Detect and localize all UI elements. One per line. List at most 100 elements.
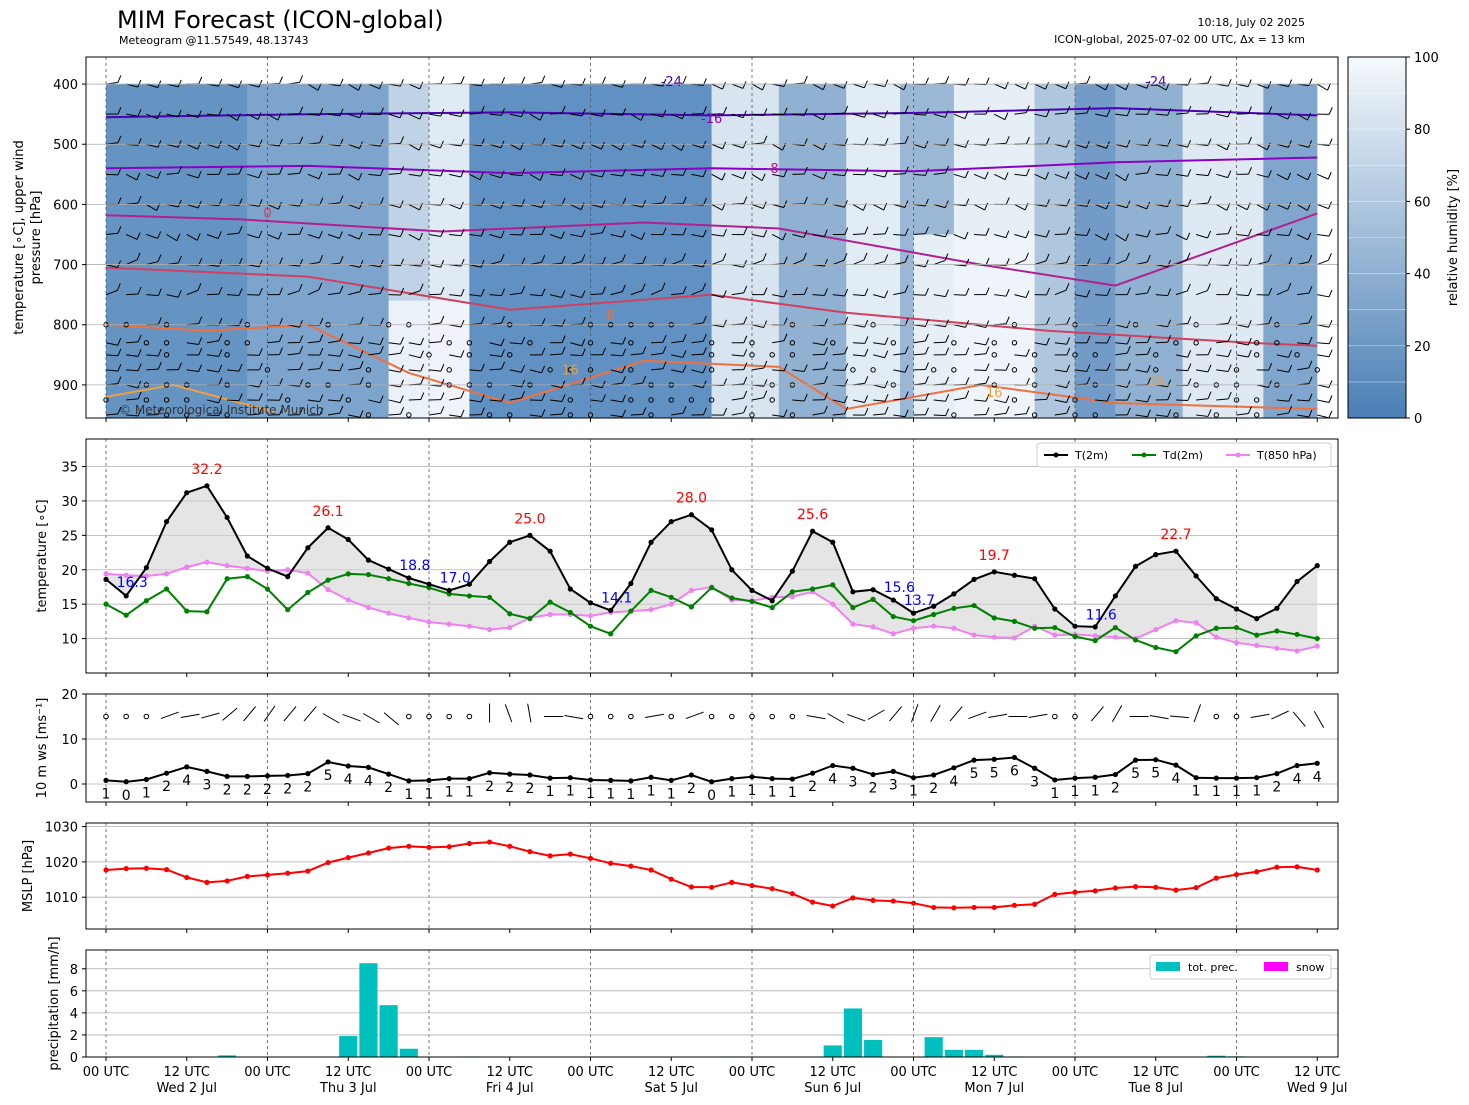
wind-barb-feather bbox=[480, 78, 485, 86]
wind-speed-point bbox=[305, 771, 311, 777]
wind-barb bbox=[933, 260, 946, 266]
t850-point bbox=[830, 601, 836, 607]
wind-barb-feather bbox=[884, 337, 889, 345]
wind-barb bbox=[650, 173, 663, 177]
wind-barb-feather bbox=[177, 79, 182, 88]
wind-barb bbox=[893, 414, 906, 418]
wind-barb-feather bbox=[642, 346, 647, 354]
wind-barb bbox=[933, 203, 946, 209]
wind-barb-feather bbox=[117, 338, 122, 346]
wind-barb-feather bbox=[238, 393, 243, 401]
wind-barb-feather bbox=[1308, 409, 1313, 418]
t2m-point bbox=[305, 545, 311, 551]
wind-barb bbox=[973, 324, 986, 329]
wind-barb bbox=[186, 143, 198, 150]
calm-wind-marker bbox=[567, 397, 574, 403]
wind-barb bbox=[974, 369, 987, 372]
wind-barb bbox=[731, 264, 744, 268]
wind-barb bbox=[267, 113, 279, 121]
wind-speed-label: 5 bbox=[324, 768, 333, 784]
wind-barb bbox=[388, 172, 401, 175]
wind-barb-feather bbox=[117, 167, 122, 176]
wind-barb-feather bbox=[1005, 316, 1010, 324]
ytick-label: 20 bbox=[61, 688, 78, 703]
wind-barb-feather bbox=[925, 226, 929, 234]
wind-barb-feather bbox=[419, 350, 424, 358]
wind-barb-feather bbox=[1267, 254, 1272, 262]
wind-barb bbox=[832, 83, 845, 89]
t850-point bbox=[789, 594, 795, 600]
wind-barb bbox=[1236, 324, 1249, 328]
wind-barb-feather bbox=[864, 288, 869, 296]
td2m-point bbox=[345, 571, 351, 577]
mslp-point bbox=[466, 840, 472, 847]
wind-barb bbox=[893, 83, 905, 91]
wind-barb-feather bbox=[298, 320, 303, 328]
wind-barb-feather bbox=[1308, 315, 1313, 324]
wind-barb-feather bbox=[682, 168, 687, 176]
wind-barb bbox=[832, 112, 845, 115]
wind-barb bbox=[283, 706, 297, 722]
calm-wind-marker bbox=[244, 340, 251, 346]
panel-frame-bg bbox=[86, 823, 1338, 929]
wind-barb-feather bbox=[601, 225, 606, 234]
wind-barb-feather bbox=[1025, 377, 1030, 386]
wind-barb bbox=[1256, 83, 1269, 89]
wind-barb-feather bbox=[621, 365, 626, 373]
precipitation-ylabel: precipitation [mm/h] bbox=[47, 936, 62, 1070]
wind-speed-label: 1 bbox=[586, 786, 595, 802]
wind-barb bbox=[832, 203, 845, 208]
wind-barb-feather bbox=[359, 284, 364, 292]
wind-barb-feather bbox=[1328, 410, 1333, 418]
wind-barb-feather bbox=[642, 76, 647, 85]
wind-barb-feather bbox=[419, 283, 424, 291]
wind-barb-feather bbox=[178, 165, 182, 174]
t2m-point bbox=[507, 539, 513, 545]
mslp-point bbox=[1193, 885, 1199, 891]
wind-barb-feather bbox=[1288, 394, 1293, 402]
wind-barb bbox=[126, 354, 139, 357]
legend-frame bbox=[1036, 442, 1332, 468]
wind-barb bbox=[1074, 294, 1087, 298]
wind-barb-feather bbox=[884, 226, 889, 235]
wind-barb-feather bbox=[723, 228, 727, 237]
td2m-point bbox=[1153, 644, 1159, 651]
t850-point bbox=[668, 601, 674, 607]
t850-point bbox=[224, 563, 230, 569]
wind-barb bbox=[1014, 83, 1026, 90]
wind-speed-label: 1 bbox=[647, 783, 656, 799]
wind-barb-feather bbox=[1025, 406, 1030, 414]
xtick-label: 12 UTC bbox=[1294, 1065, 1340, 1080]
wind-barb-feather bbox=[339, 108, 344, 117]
wind-barb-feather bbox=[500, 201, 505, 209]
t850-point bbox=[951, 625, 957, 631]
wind-barb bbox=[564, 714, 584, 720]
wind-speed-label: 2 bbox=[283, 781, 292, 797]
calm-wind-marker bbox=[143, 340, 150, 346]
wind-barb bbox=[105, 232, 118, 235]
wind-barb bbox=[186, 173, 199, 179]
td2m-point bbox=[890, 613, 896, 620]
wind-barb bbox=[1256, 143, 1268, 151]
wind-barb bbox=[1195, 290, 1208, 296]
wind-barb-feather bbox=[521, 257, 526, 265]
calm-wind-marker bbox=[1233, 367, 1240, 373]
wind-barb-feather bbox=[1147, 165, 1151, 174]
wind-barb-feather bbox=[339, 195, 344, 203]
wind-barb bbox=[610, 173, 623, 177]
wind-barb bbox=[428, 113, 441, 117]
wind-barb-feather bbox=[1045, 172, 1049, 180]
precip-bar bbox=[985, 1054, 1004, 1057]
wind-barb-feather bbox=[985, 407, 990, 415]
t2m-point bbox=[224, 514, 230, 521]
wind-barb-feather bbox=[1065, 81, 1070, 89]
wind-barb bbox=[852, 354, 865, 357]
wind-barb-feather bbox=[1308, 336, 1313, 345]
wind-barb bbox=[307, 83, 319, 91]
wind-barb-feather bbox=[157, 111, 161, 119]
precip-bar bbox=[924, 1037, 943, 1057]
wind-barb-feather bbox=[783, 363, 788, 372]
wind-barb bbox=[408, 143, 420, 151]
wind-barb bbox=[227, 232, 240, 235]
wind-barb bbox=[186, 113, 199, 119]
